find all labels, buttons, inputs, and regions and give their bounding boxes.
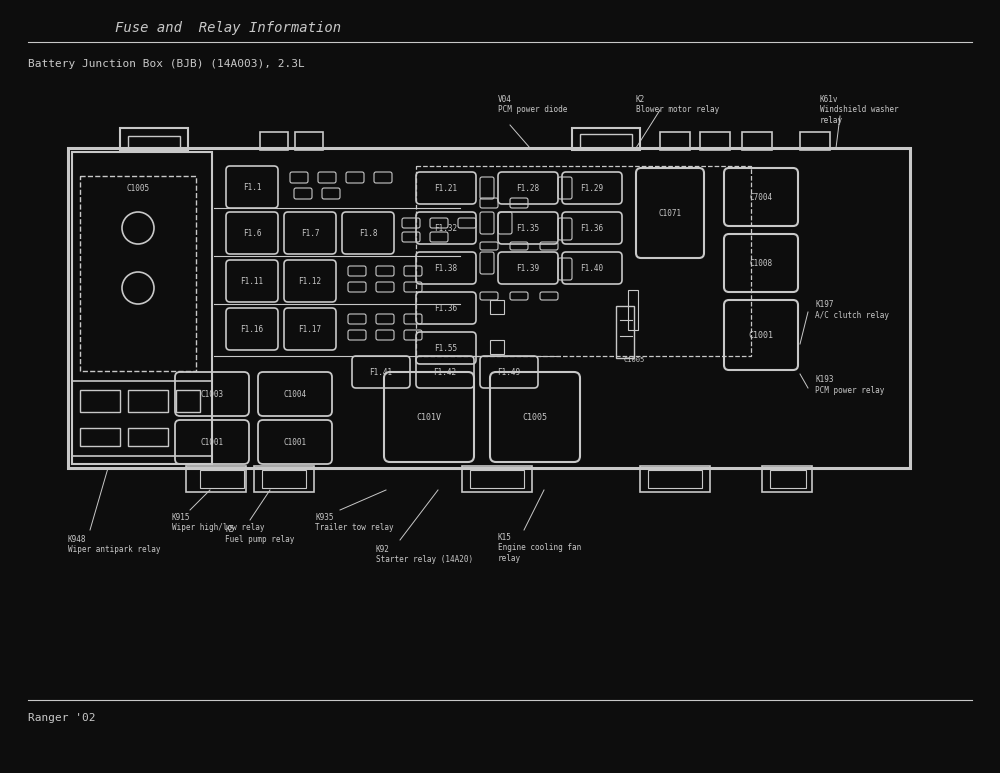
Text: K948
Wiper antipark relay: K948 Wiper antipark relay — [68, 535, 160, 554]
Text: K92
Starter relay (14A20): K92 Starter relay (14A20) — [376, 545, 473, 564]
Text: F1.49: F1.49 — [497, 367, 521, 376]
Text: C1001: C1001 — [748, 331, 774, 339]
Bar — [470, 470, 524, 488]
Text: F1.16: F1.16 — [240, 325, 264, 333]
Text: Ranger '02: Ranger '02 — [28, 713, 96, 723]
Text: F1.17: F1.17 — [298, 325, 322, 333]
Bar — [660, 132, 690, 150]
Text: F1.42: F1.42 — [433, 367, 457, 376]
Text: C1003: C1003 — [200, 390, 224, 399]
Text: F1.39: F1.39 — [516, 264, 540, 273]
Bar — [295, 132, 323, 150]
Bar — [742, 132, 772, 150]
Bar — [628, 290, 638, 330]
Bar — [640, 466, 710, 492]
Text: F1.40: F1.40 — [580, 264, 604, 273]
Bar — [572, 128, 640, 150]
Text: K193
PCM power relay: K193 PCM power relay — [815, 376, 884, 395]
Text: F1.6: F1.6 — [243, 229, 261, 237]
Text: Battery Junction Box (BJB) (14A003), 2.3L: Battery Junction Box (BJB) (14A003), 2.3… — [28, 59, 305, 69]
Bar — [254, 466, 314, 492]
Bar — [68, 148, 910, 468]
Text: C1001: C1001 — [200, 438, 224, 447]
Text: F1.35: F1.35 — [516, 223, 540, 233]
Text: C1008: C1008 — [749, 258, 773, 267]
Text: F1.55: F1.55 — [434, 343, 458, 352]
Bar — [200, 470, 244, 488]
Text: F1.1: F1.1 — [243, 182, 261, 192]
Text: Fuse and  Relay Information: Fuse and Relay Information — [115, 21, 341, 35]
Text: F1.28: F1.28 — [516, 183, 540, 192]
Text: K915
Wiper high/low relay: K915 Wiper high/low relay — [172, 513, 264, 533]
Bar — [462, 466, 532, 492]
Text: C101V: C101V — [416, 413, 442, 421]
Text: C1005: C1005 — [623, 357, 645, 363]
Bar — [128, 428, 168, 446]
Text: F1.38: F1.38 — [434, 264, 458, 273]
Text: V04
PCM power diode: V04 PCM power diode — [498, 95, 567, 114]
Bar — [616, 306, 634, 358]
Bar — [770, 470, 806, 488]
Bar — [128, 136, 180, 150]
Text: F1.36: F1.36 — [434, 304, 458, 312]
Text: C7004: C7004 — [749, 192, 773, 202]
Text: F1.29: F1.29 — [580, 183, 604, 192]
Bar — [186, 466, 246, 492]
Text: K2
Blower motor relay: K2 Blower motor relay — [636, 95, 719, 114]
Bar — [80, 390, 120, 412]
Bar — [262, 470, 306, 488]
Text: F1.8: F1.8 — [359, 229, 377, 237]
Bar — [260, 132, 288, 150]
Bar — [416, 166, 751, 356]
Text: F1.12: F1.12 — [298, 277, 322, 285]
Text: C1005: C1005 — [522, 413, 548, 421]
Bar — [72, 152, 212, 464]
Text: F1.7: F1.7 — [301, 229, 319, 237]
Text: F1.32: F1.32 — [434, 223, 458, 233]
Text: F1.21: F1.21 — [434, 183, 458, 192]
Bar — [80, 428, 120, 446]
Text: K5
Fuel pump relay: K5 Fuel pump relay — [225, 525, 294, 544]
Text: C1005: C1005 — [126, 183, 150, 192]
Text: K61v
Windshield washer
relay: K61v Windshield washer relay — [820, 95, 899, 124]
Bar — [120, 128, 188, 150]
Text: F1.41: F1.41 — [369, 367, 393, 376]
Text: F1.11: F1.11 — [240, 277, 264, 285]
Bar — [176, 390, 200, 412]
Bar — [80, 176, 196, 371]
Text: C1001: C1001 — [283, 438, 307, 447]
Bar — [490, 340, 504, 354]
Bar — [648, 470, 702, 488]
Text: C1004: C1004 — [283, 390, 307, 399]
Bar — [580, 134, 632, 148]
Text: K935
Trailer tow relay: K935 Trailer tow relay — [315, 513, 394, 533]
Text: K15
Engine cooling fan
relay: K15 Engine cooling fan relay — [498, 533, 581, 563]
Text: K197
A/C clutch relay: K197 A/C clutch relay — [815, 300, 889, 320]
Bar — [128, 390, 168, 412]
Bar — [762, 466, 812, 492]
Bar — [490, 300, 504, 314]
Text: C1071: C1071 — [658, 209, 682, 217]
Bar — [700, 132, 730, 150]
Bar — [800, 132, 830, 150]
Bar — [72, 381, 212, 456]
Text: F1.36: F1.36 — [580, 223, 604, 233]
